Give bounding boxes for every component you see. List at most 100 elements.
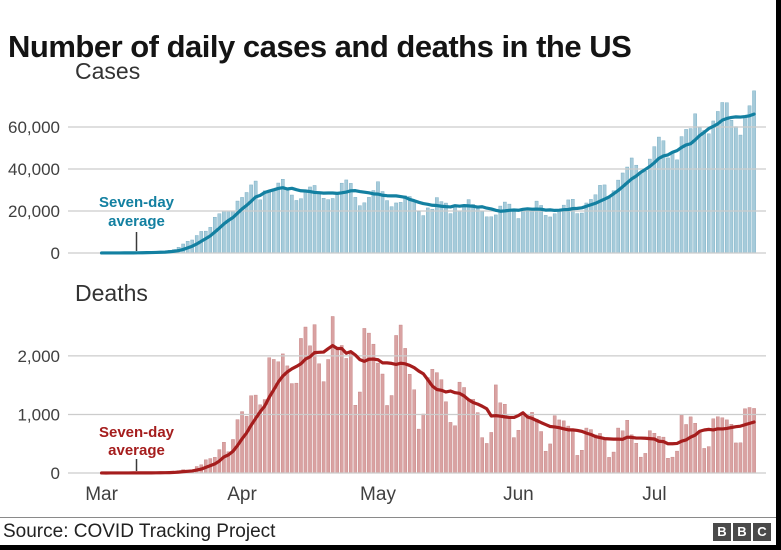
- cases-bar: [235, 200, 240, 254]
- screenshot-bottom-border: [0, 545, 781, 550]
- deaths-bar: [339, 345, 344, 474]
- deaths-bar: [308, 345, 312, 474]
- month-label: May: [360, 484, 396, 505]
- deaths-bar: [480, 437, 484, 474]
- deaths-bar: [358, 391, 362, 474]
- deaths-y-tick-label: 2,000: [17, 347, 60, 366]
- cases-bar: [598, 185, 602, 254]
- deaths-bar: [371, 343, 376, 474]
- deaths-bar: [466, 398, 471, 474]
- cases-bar: [679, 136, 684, 254]
- cases-bar: [317, 191, 321, 254]
- deaths-bar: [738, 442, 743, 474]
- deaths-bar: [720, 417, 725, 474]
- cases-bar: [457, 210, 462, 254]
- deaths-bar: [330, 316, 335, 474]
- cases-y-tick-label: 0: [51, 244, 60, 263]
- cases-bar: [358, 205, 362, 254]
- deaths-bar: [398, 324, 403, 474]
- deaths-bars: [99, 316, 756, 474]
- deaths-bar: [666, 458, 670, 474]
- cases-bar: [734, 126, 738, 254]
- deaths-bar: [281, 353, 285, 474]
- cases-y-tick-label: 40,000: [8, 160, 60, 179]
- cases-bar: [725, 102, 729, 254]
- deaths-bar: [516, 430, 521, 474]
- deaths-bar: [271, 359, 276, 474]
- deaths-bar: [367, 332, 371, 474]
- bbc-logo-letter: C: [753, 522, 771, 541]
- deaths-bar: [643, 453, 648, 474]
- cases-bar: [312, 185, 317, 254]
- bbc-logo: B B C: [713, 522, 771, 541]
- deaths-bar: [312, 324, 317, 474]
- deaths-bar: [290, 383, 294, 474]
- cases-bar: [716, 111, 720, 254]
- cases-bar: [484, 216, 489, 254]
- deaths-bar: [471, 398, 475, 474]
- deaths-bar: [521, 412, 525, 474]
- cases-bar: [376, 181, 380, 254]
- cases-bar: [426, 207, 430, 254]
- cases-bar: [475, 207, 480, 254]
- deaths-bar: [734, 442, 738, 474]
- cases-bar: [249, 184, 253, 254]
- cases-bar: [412, 200, 417, 254]
- deaths-bar: [317, 363, 321, 474]
- deaths-bar: [512, 437, 516, 474]
- cases-bar: [326, 199, 330, 254]
- deaths-bar: [593, 434, 598, 474]
- cases-bar: [258, 199, 262, 254]
- deaths-bar: [607, 457, 611, 474]
- deaths-bar: [407, 374, 412, 474]
- month-label: Jul: [642, 484, 666, 505]
- deaths-bar: [262, 399, 267, 474]
- cases-bar: [448, 213, 453, 254]
- deaths-seven-day-average-line: [99, 343, 756, 475]
- deaths-bar: [706, 446, 711, 474]
- cases-bar: [213, 216, 217, 254]
- deaths-bar: [299, 338, 303, 474]
- cases-bar: [389, 206, 394, 254]
- cases-bar: [253, 180, 258, 254]
- deaths-bar: [484, 443, 489, 474]
- cases-bar: [580, 212, 584, 254]
- cases-bar: [516, 218, 521, 254]
- cases-bar: [648, 158, 652, 254]
- source-credit: Source: COVID Tracking Project: [3, 520, 276, 542]
- page-title: Number of daily cases and deaths in the …: [8, 28, 632, 64]
- deaths-bar: [376, 362, 380, 474]
- deaths-bar: [684, 424, 688, 474]
- footer: Source: COVID Tracking Project B B C: [0, 517, 781, 545]
- deaths-bar: [344, 358, 349, 474]
- deaths-bar: [285, 365, 290, 474]
- deaths-bar: [743, 408, 747, 474]
- deaths-y-tick-label: 0: [51, 464, 60, 483]
- cases-bar: [607, 198, 611, 254]
- cases-bar: [416, 211, 421, 254]
- deaths-bar: [543, 450, 548, 474]
- deaths-bar: [426, 377, 430, 474]
- deaths-bar: [412, 389, 417, 474]
- cases-bar: [271, 188, 276, 254]
- deaths-bar: [303, 326, 308, 474]
- cases-bar: [747, 105, 752, 254]
- cases-bar: [226, 210, 231, 254]
- cases-bar: [398, 202, 403, 254]
- cases-bar: [494, 214, 498, 254]
- deaths-bar: [548, 443, 552, 474]
- deaths-bar: [353, 405, 358, 474]
- deaths-bar: [267, 357, 272, 474]
- cases-bar: [670, 153, 675, 254]
- cases-bar: [611, 190, 616, 254]
- cases-bar: [729, 120, 734, 254]
- deaths-bar: [439, 379, 444, 474]
- deaths-bar: [253, 394, 258, 474]
- cases-bar: [222, 210, 226, 254]
- deaths-bar: [475, 412, 480, 474]
- deaths-bar: [675, 450, 679, 474]
- deaths-bar: [444, 401, 448, 474]
- deaths-bar: [702, 448, 707, 474]
- cases-bar: [589, 199, 593, 254]
